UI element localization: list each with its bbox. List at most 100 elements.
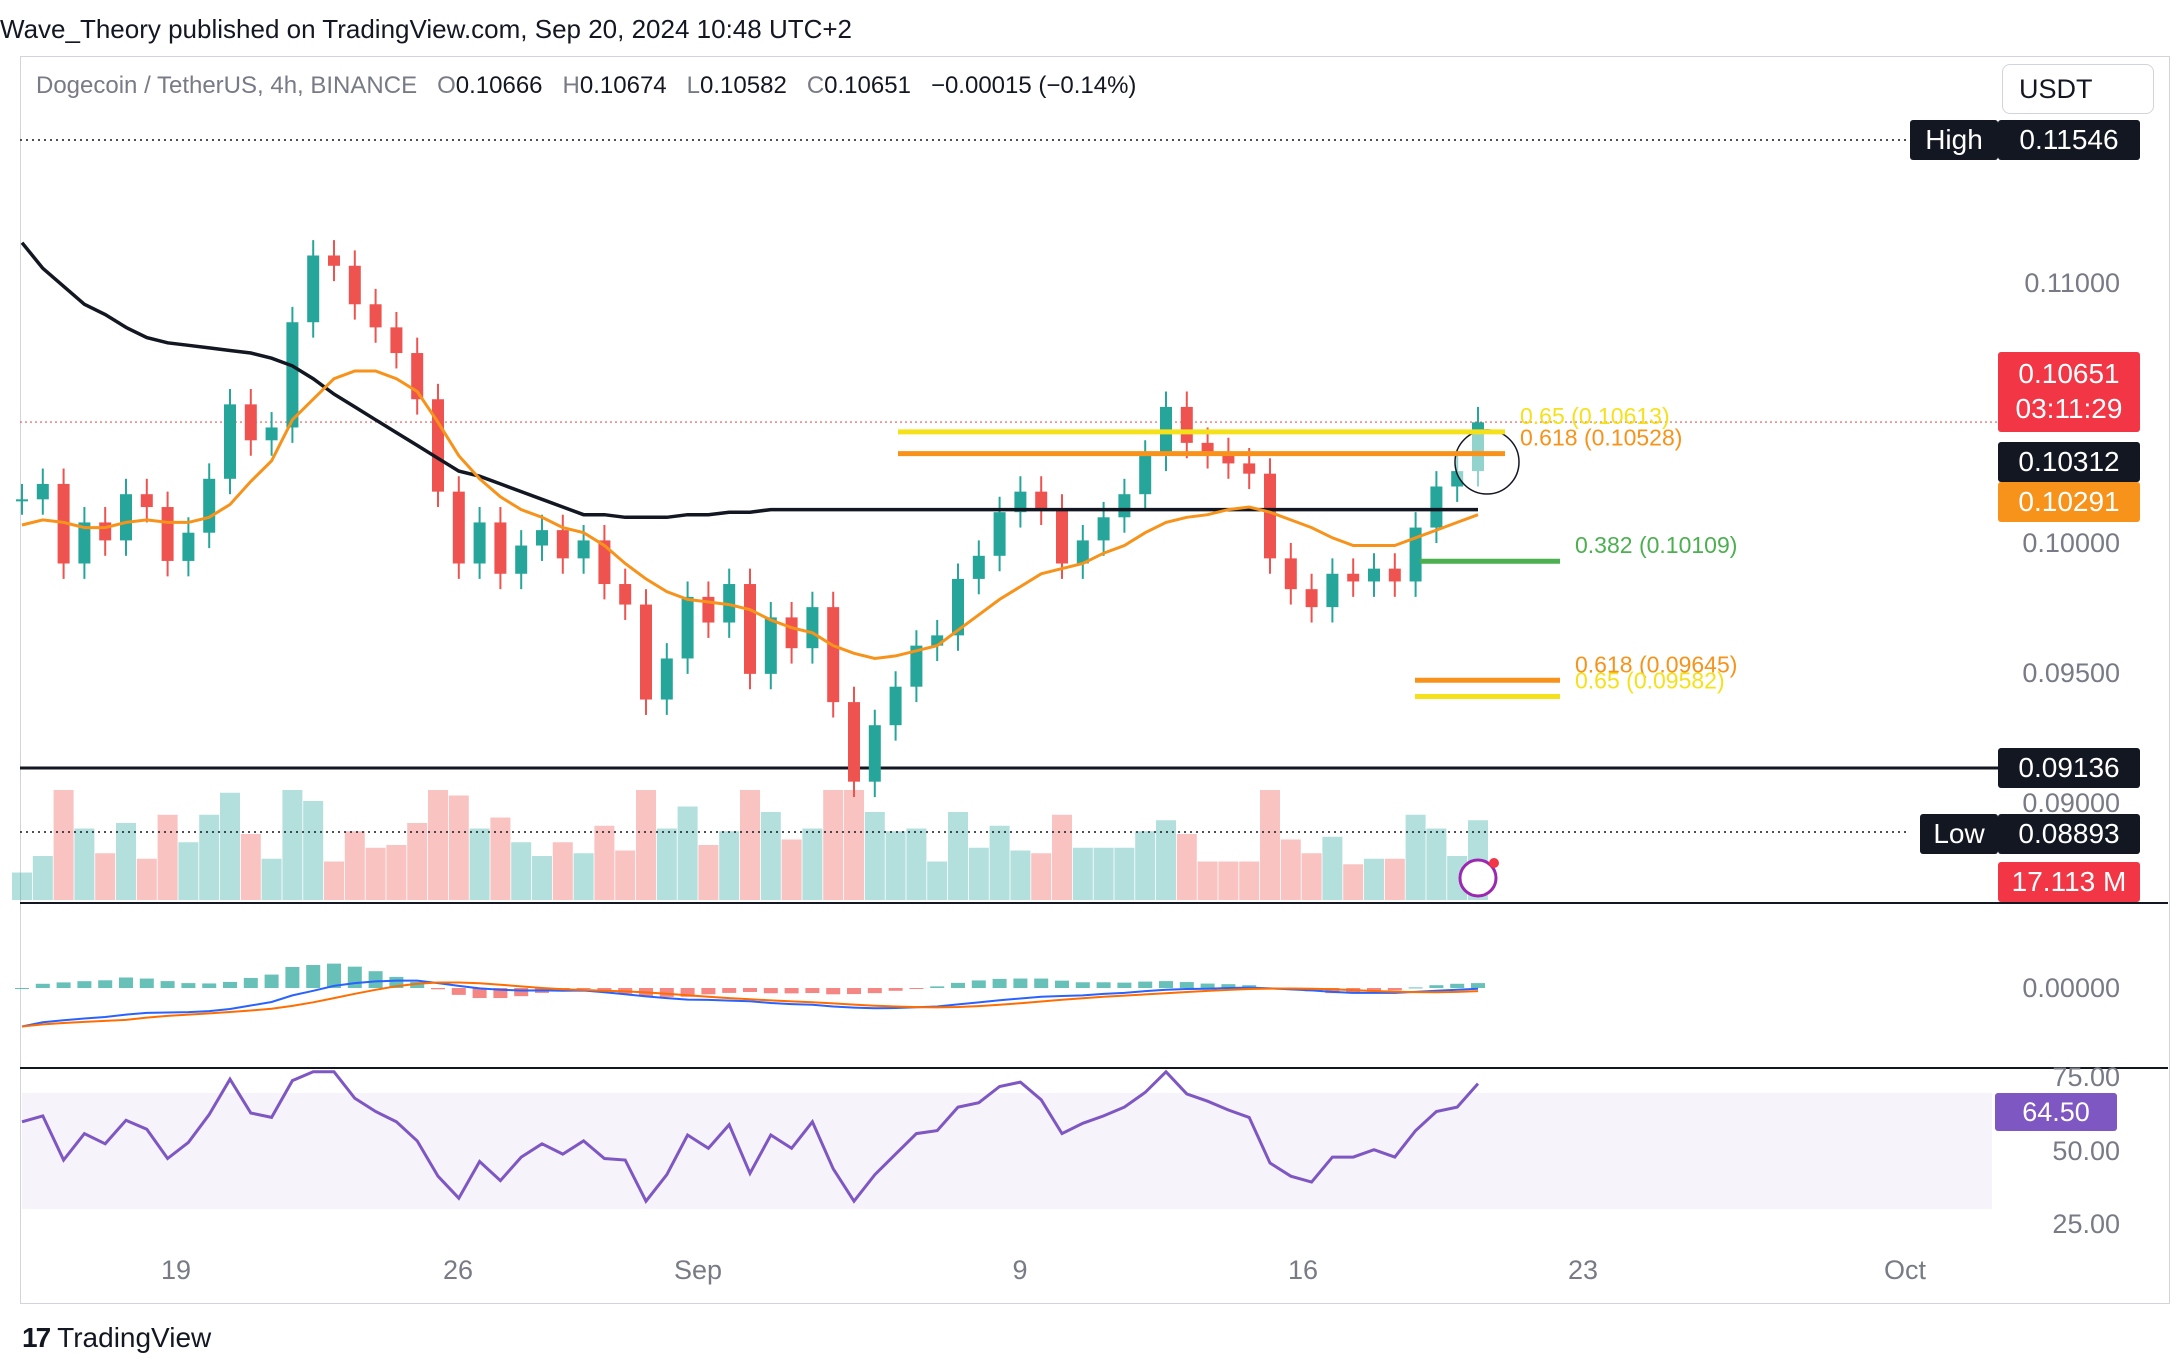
candle-body xyxy=(910,645,923,687)
volume-bar xyxy=(532,856,552,900)
volume-bar xyxy=(95,853,116,900)
macd-histogram-bar xyxy=(847,988,861,995)
candle-body xyxy=(660,658,673,700)
volume-bar xyxy=(573,853,594,900)
macd-histogram-bar xyxy=(223,981,237,988)
low-value: 0.10582 xyxy=(700,72,787,99)
macd-histogram-bar xyxy=(1096,982,1111,988)
candle-body xyxy=(744,584,756,674)
price-tick-label: 0.09000 xyxy=(2022,788,2120,818)
last-price-tag-bg-block-bg xyxy=(1998,352,2140,432)
candle-body xyxy=(1201,442,1214,454)
fib-label: 0.382 (0.10109) xyxy=(1575,532,1737,558)
volume-bar xyxy=(1072,847,1093,900)
candle-body xyxy=(1430,486,1443,528)
candle-body xyxy=(1243,463,1256,474)
macd-zero-label: 0.00000 xyxy=(2022,973,2120,1003)
ema-slow-tag-bg xyxy=(1998,442,2140,482)
ema-fast-line xyxy=(21,369,1479,661)
currency-button[interactable]: USDT xyxy=(2002,64,2154,114)
ema-fast-tag: 0.10291 xyxy=(2018,486,2119,517)
candle-body xyxy=(494,522,507,574)
time-tick-label: 9 xyxy=(1012,1255,1027,1285)
time-axis: 19 26 Sep 9 16 23 Oct xyxy=(161,1255,1927,1285)
open-label: O xyxy=(437,72,456,99)
volume-bar xyxy=(740,790,760,900)
macd-histogram-bar xyxy=(826,988,841,995)
volume-bar xyxy=(1218,861,1239,900)
macd-histogram-bar xyxy=(701,988,716,995)
macd-histogram-bar xyxy=(35,983,50,988)
volume-bar xyxy=(948,812,968,900)
low-price-tag-bg xyxy=(1998,814,2140,854)
volume-bar xyxy=(1426,828,1447,900)
volume-bar xyxy=(1010,850,1031,900)
volume-bar xyxy=(1176,834,1197,900)
macd-histogram-bar xyxy=(888,988,903,991)
volume-bar xyxy=(802,828,823,900)
symbol-name[interactable]: Dogecoin / TetherUS, 4h, BINANCE xyxy=(36,72,418,99)
alert-icon xyxy=(1458,858,1498,898)
volume-bar xyxy=(32,856,53,900)
macd-histogram-bar xyxy=(1013,978,1028,988)
high-tag-bg xyxy=(1910,120,1998,160)
change-value: −0.00015 (−0.14%) xyxy=(930,72,1137,99)
fib-label: 0.65 (0.10613) xyxy=(1520,403,1670,429)
time-tick-label: 23 xyxy=(1568,1255,1598,1285)
macd-histogram-bar xyxy=(1034,978,1049,988)
ema-slow-line xyxy=(20,241,1478,520)
volume-bar xyxy=(157,814,178,900)
symbol-legend: Dogecoin / TetherUS, 4h, BINANCE O0.1066… xyxy=(36,72,1136,100)
macd-line xyxy=(21,979,1479,1028)
volume-bar xyxy=(594,825,615,900)
macd-histogram-bar xyxy=(1179,982,1194,988)
macd-histogram-bar xyxy=(805,988,820,994)
high-tag: High xyxy=(1925,124,1983,155)
publisher-line: Wave_Theory published on TradingView.com… xyxy=(0,14,853,44)
macd-histogram-bar xyxy=(1075,982,1090,988)
candle-body xyxy=(1056,509,1068,564)
rsi-tick-label: 75.00 xyxy=(2052,1062,2120,1092)
volume-bar xyxy=(1114,847,1135,900)
candle-body xyxy=(1368,568,1380,582)
volume-bar xyxy=(677,806,698,900)
time-tick-label: 26 xyxy=(443,1255,473,1285)
volume-bar xyxy=(324,861,344,900)
rsi-band xyxy=(22,1093,1992,1209)
candle-body xyxy=(806,607,819,649)
volume-bar xyxy=(511,842,532,900)
candle-body xyxy=(952,578,964,636)
countdown-tag: 03:11:29 xyxy=(2016,393,2123,424)
macd-histogram-bar xyxy=(139,978,154,988)
macd-histogram-bar xyxy=(285,967,300,988)
volume-bar xyxy=(1343,864,1364,900)
high-value: 0.10674 xyxy=(579,72,667,99)
macd-histogram-bar xyxy=(1450,983,1465,988)
volume-bar xyxy=(1301,853,1322,900)
macd-histogram-bar xyxy=(368,971,383,988)
volume-bar xyxy=(116,823,136,900)
tradingview-logo[interactable]: 17 TradingView xyxy=(22,1322,211,1354)
moving-averages xyxy=(20,241,1520,661)
candle-body xyxy=(369,304,382,328)
candle-body xyxy=(452,491,465,564)
candle-body xyxy=(1388,568,1401,582)
candle-body xyxy=(1347,573,1360,582)
fib-label: 0.618 (0.09645) xyxy=(1575,651,1737,677)
candle-body xyxy=(1035,491,1048,510)
support-tag-bg xyxy=(1998,748,2140,788)
candle-body xyxy=(348,265,361,305)
candle-body xyxy=(265,427,278,441)
macd-histogram-bar xyxy=(160,981,175,988)
chart-frame xyxy=(20,56,2170,1304)
candle-body xyxy=(328,255,340,266)
macd-histogram-bar xyxy=(867,988,882,994)
last-price-tag: 0.10651 xyxy=(2018,358,2119,389)
time-tick-label: 19 xyxy=(161,1255,191,1285)
macd-histogram-bar xyxy=(1429,985,1444,988)
macd-histogram-bar xyxy=(659,988,674,997)
candle-body xyxy=(1284,558,1297,590)
candle-body xyxy=(764,617,777,674)
candle-body xyxy=(848,702,860,782)
